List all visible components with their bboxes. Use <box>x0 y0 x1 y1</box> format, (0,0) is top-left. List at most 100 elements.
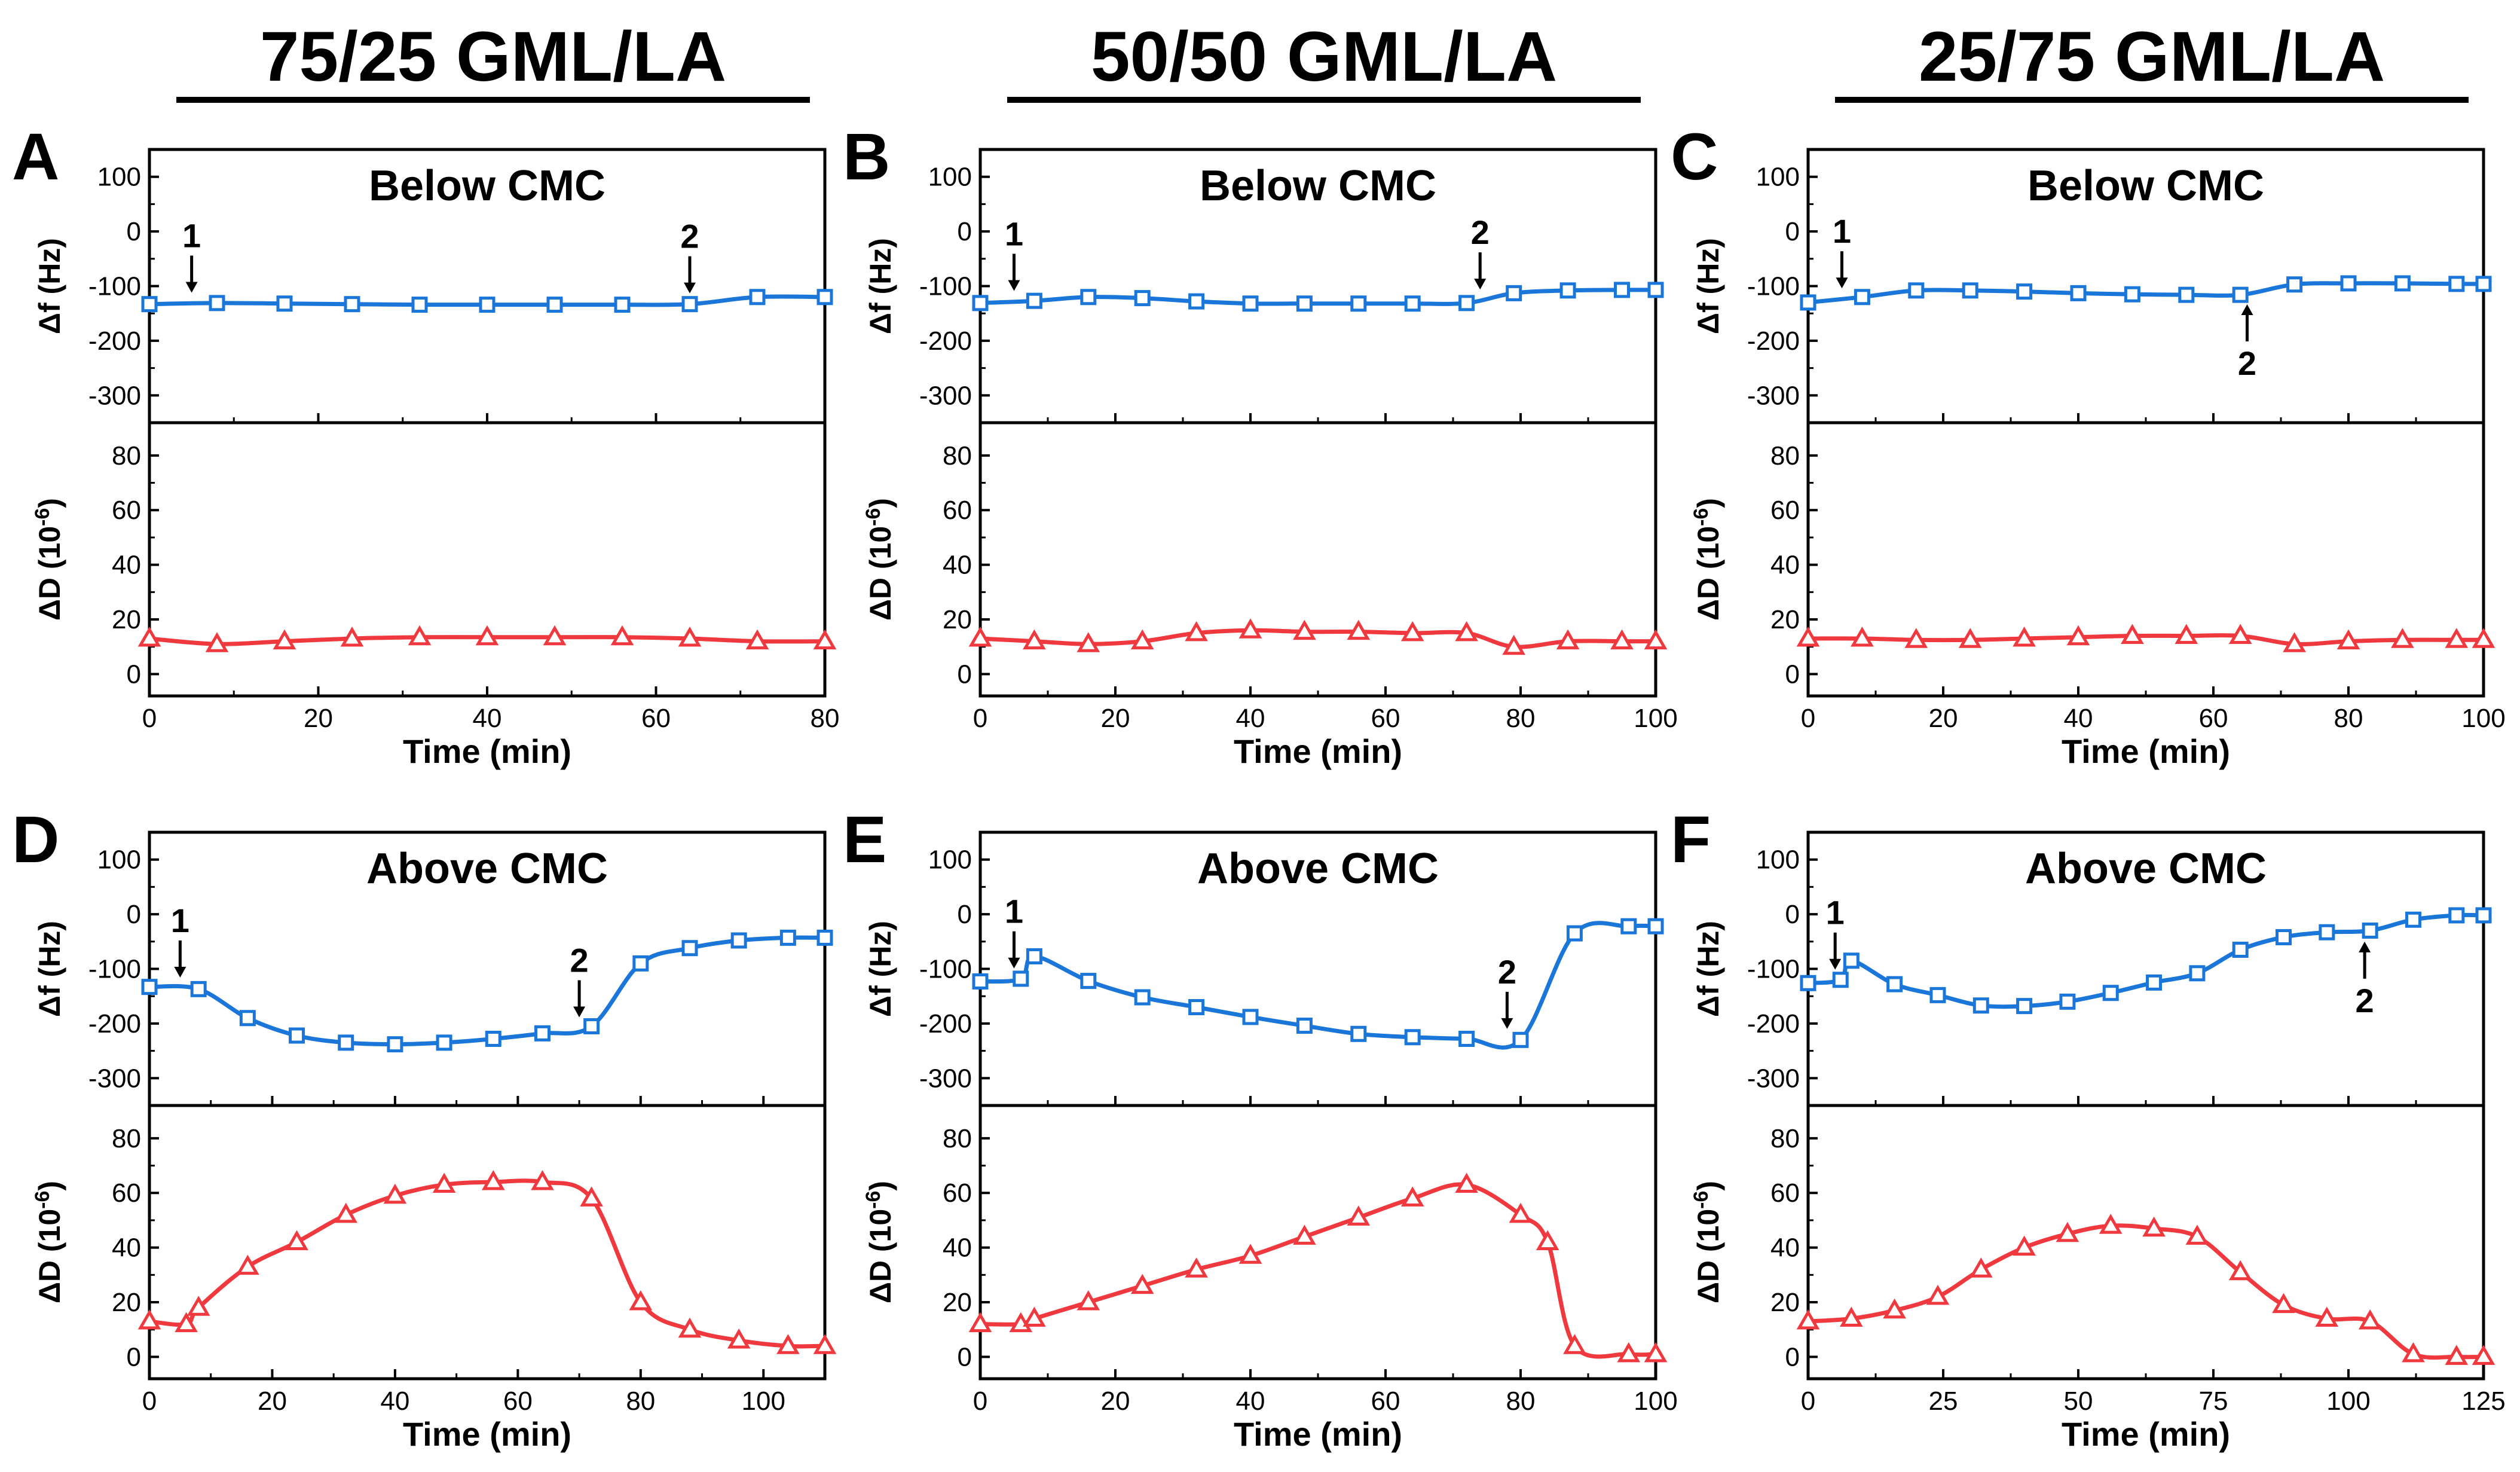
df-series-line <box>149 935 825 1047</box>
df-point <box>816 929 833 946</box>
xtick-label: 40 <box>473 704 502 733</box>
df-point <box>276 295 293 312</box>
df-ytick-label: 0 <box>127 900 141 929</box>
df-point <box>1962 282 1978 299</box>
dD-point <box>1076 1290 1100 1311</box>
x-axis-label: Time (min) <box>2062 1415 2230 1453</box>
df-point <box>1854 289 1870 306</box>
df-ytick-label: -300 <box>1747 1064 1800 1093</box>
dD-point <box>2283 632 2306 652</box>
dD-point <box>1796 1309 1820 1330</box>
dD-axes-frame <box>1806 421 2485 698</box>
xtick-label: 100 <box>2461 704 2505 733</box>
df-point <box>1800 975 1816 991</box>
dD-point <box>1455 1172 1478 1193</box>
xtick-label: 20 <box>258 1387 287 1416</box>
xtick-label: 20 <box>304 704 333 733</box>
dD-point <box>1238 618 1262 639</box>
dD-point <box>1509 1202 1533 1223</box>
df-point <box>1458 1030 1475 1047</box>
event-arrow-head <box>1829 958 1842 970</box>
group-titles: 75/25 GML/LA 50/50 GML/LA 25/75 GML/LA <box>176 17 2469 103</box>
dD-axes-frame <box>978 421 1657 698</box>
dD-ytick-label: 80 <box>1770 441 1800 471</box>
df-point <box>2124 286 2140 303</box>
df-ytick-label: -100 <box>919 955 972 984</box>
df-ytick-label: 100 <box>1756 845 1800 875</box>
dD-ytick-label: 80 <box>943 1124 972 1153</box>
panel-title: Below CMC <box>369 162 605 210</box>
xtick-label: 100 <box>1634 1387 1677 1416</box>
dD-point <box>1926 1284 1950 1305</box>
xtick-label: 40 <box>1236 704 1265 733</box>
panel-letter: F <box>1671 803 1711 877</box>
event-marker-label: 2 <box>2356 982 2374 1019</box>
panel-title: Above CMC <box>1197 845 1439 893</box>
xtick-label: 100 <box>1634 704 1677 733</box>
dD-ytick-label: 0 <box>958 1342 972 1372</box>
dD-point <box>1130 629 1154 650</box>
xtick-label: 40 <box>2064 704 2093 733</box>
dD-point <box>1293 619 1316 640</box>
dD-ytick-label: 0 <box>1785 659 1800 689</box>
df-point <box>546 297 563 313</box>
df-point <box>1296 1018 1313 1034</box>
dD-point <box>629 1290 653 1311</box>
df-ytick-label: -200 <box>88 326 141 356</box>
dD-point <box>776 1334 800 1354</box>
df-point <box>2319 924 2335 940</box>
dD-point <box>2121 624 2144 644</box>
dD-point <box>2445 628 2469 648</box>
df-point <box>344 296 360 313</box>
df-point <box>387 1036 403 1053</box>
group-title-1: 75/25 GML/LA <box>260 17 726 96</box>
dD-ytick-label: 20 <box>112 1288 141 1317</box>
dD-point <box>408 625 432 646</box>
x-axis-label: Time (min) <box>1234 1415 1402 1453</box>
xtick-label: 0 <box>1801 704 1815 733</box>
dD-y-axis-label: ΔD (10-6) <box>1690 1181 1725 1303</box>
xtick-label: 100 <box>742 1387 785 1416</box>
df-ytick-label: -300 <box>919 1064 972 1093</box>
df-point <box>1242 1009 1259 1025</box>
group-title-3: 25/75 GML/LA <box>1919 17 2385 96</box>
dD-point <box>2228 624 2252 644</box>
df-point <box>2448 276 2465 292</box>
dD-ytick-label: 60 <box>112 1178 141 1208</box>
dD-point <box>1347 619 1371 640</box>
dD-ytick-label: 20 <box>943 1288 972 1317</box>
dD-point <box>137 626 161 647</box>
dD-point <box>2272 1293 2295 1314</box>
df-point <box>2405 911 2421 928</box>
dD-label-base: ΔD (10 <box>864 526 897 621</box>
df-point <box>816 289 833 306</box>
df-point <box>239 1010 256 1027</box>
dD-point <box>610 625 634 646</box>
df-ytick-label: 100 <box>1756 163 1800 192</box>
xtick-label: 0 <box>142 1387 157 1416</box>
df-series-line <box>980 921 1656 1050</box>
dD-point <box>1563 1334 1586 1354</box>
dD-ytick-label: 80 <box>943 441 972 471</box>
df-point <box>2276 929 2292 945</box>
df-point <box>1134 989 1151 1006</box>
dD-ytick-label: 60 <box>112 496 141 525</box>
dD-ytick-label: 20 <box>943 605 972 634</box>
df-y-axis-label: Δf (Hz) <box>1692 238 1725 334</box>
dD-point <box>968 1312 992 1333</box>
df-ytick-label: 100 <box>928 845 972 875</box>
df-point <box>972 973 989 990</box>
dD-label-base: ΔD (10 <box>1692 1209 1725 1303</box>
df-point <box>1832 972 1849 988</box>
x-axis-label: Time (min) <box>403 732 571 770</box>
dD-point <box>2175 624 2198 644</box>
dD-point <box>1904 628 1928 648</box>
df-ytick-label: -200 <box>919 1009 972 1039</box>
dD-y-axis-label: ΔD (10-6) <box>1690 498 1725 621</box>
dD-point <box>1023 1306 1046 1327</box>
dD-label-close: ) <box>33 498 66 508</box>
dD-point <box>1130 1274 1154 1294</box>
dD-point <box>1796 626 1820 647</box>
df-point <box>1800 294 1816 311</box>
